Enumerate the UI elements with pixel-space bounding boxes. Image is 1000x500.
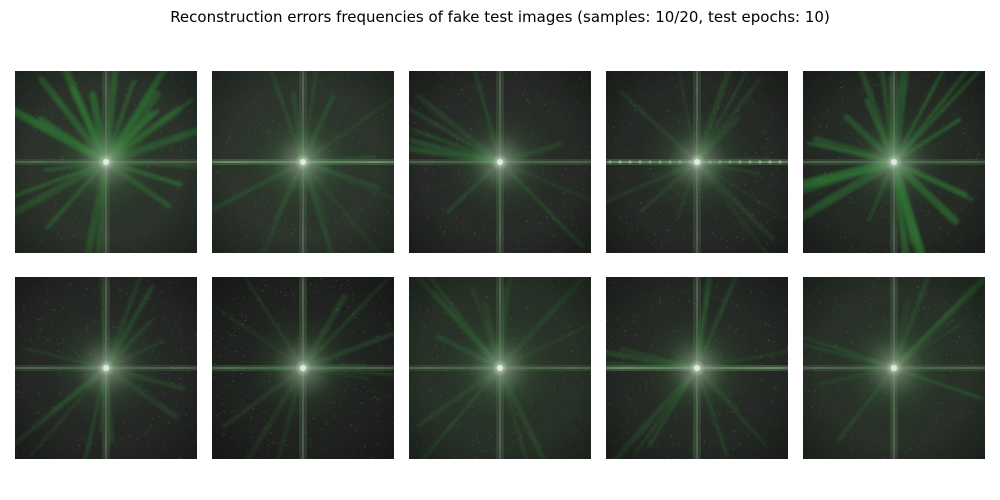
- spectrum-image-1: [15, 71, 197, 253]
- figure-title: Reconstruction errors frequencies of fak…: [170, 8, 830, 26]
- spectrum-image-3: [409, 71, 591, 253]
- spectrum-image-2: [212, 71, 394, 253]
- spectrum-image-9: [606, 277, 788, 459]
- spectrum-image-6: [15, 277, 197, 459]
- spectrum-image-4: [606, 71, 788, 253]
- spectrum-image-7: [212, 277, 394, 459]
- spectrum-image-8: [409, 277, 591, 459]
- spectrum-image-10: [803, 277, 985, 459]
- spectrum-image-5: [803, 71, 985, 253]
